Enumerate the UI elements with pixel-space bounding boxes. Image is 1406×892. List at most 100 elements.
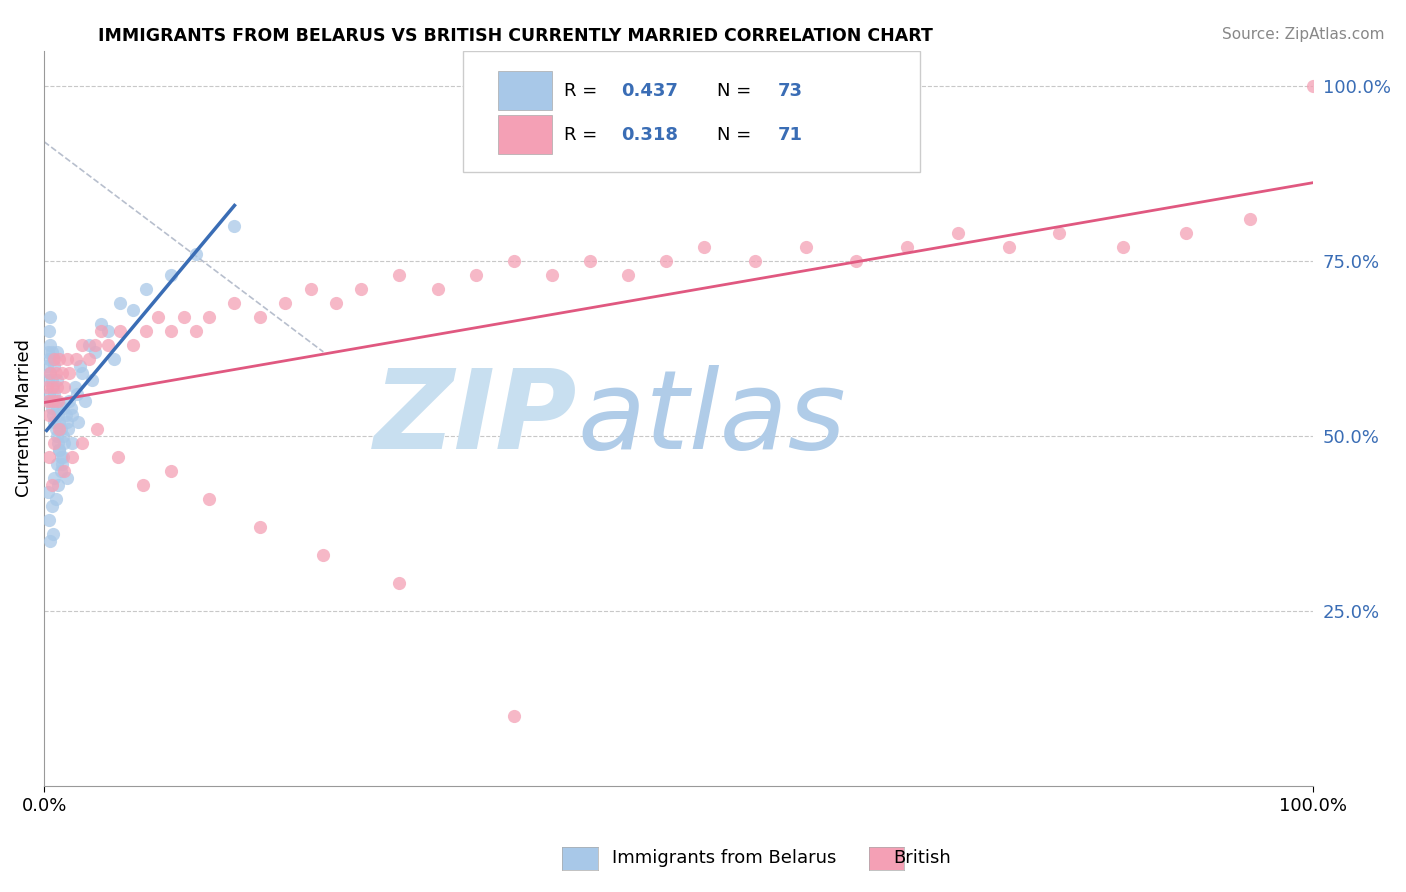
Point: [388, 268, 411, 282]
Point: [58, 366, 80, 380]
Bar: [499, 71, 551, 110]
Point: [42, 351, 65, 366]
Point: [70, 338, 93, 352]
Text: N =: N =: [717, 82, 756, 100]
Point: [299, 282, 322, 296]
Point: [41, 401, 63, 415]
Point: [97, 338, 120, 352]
Point: [90, 317, 112, 331]
Point: [160, 268, 183, 282]
Point: [49, 450, 72, 464]
Point: [56, 351, 79, 366]
Point: [44, 359, 66, 373]
Text: 0.318: 0.318: [621, 127, 679, 145]
Point: [70, 366, 93, 380]
Point: [110, 296, 132, 310]
Point: [39, 533, 62, 548]
Point: [67, 415, 90, 429]
Point: [39, 338, 62, 352]
Bar: [499, 115, 551, 153]
Point: [41, 373, 63, 387]
Point: [224, 296, 246, 310]
Point: [48, 415, 70, 429]
Point: [110, 324, 132, 338]
Point: [53, 464, 76, 478]
Point: [37, 373, 59, 387]
Point: [693, 240, 716, 254]
Point: [48, 351, 70, 366]
Point: [44, 351, 66, 366]
Point: [56, 415, 79, 429]
Point: [107, 450, 129, 464]
Point: [44, 366, 66, 380]
Point: [46, 393, 69, 408]
Point: [39, 393, 62, 408]
Point: [70, 436, 93, 450]
Point: [1049, 226, 1071, 240]
Point: [45, 344, 67, 359]
Text: 0.437: 0.437: [621, 82, 679, 100]
Point: [35, 380, 58, 394]
Point: [83, 338, 105, 352]
Point: [312, 548, 335, 562]
Point: [122, 338, 145, 352]
Point: [1239, 211, 1261, 226]
Point: [132, 478, 155, 492]
Point: [60, 408, 83, 422]
Point: [41, 380, 63, 394]
Point: [122, 302, 145, 317]
Point: [896, 240, 918, 254]
Point: [53, 436, 76, 450]
Point: [44, 422, 66, 436]
Point: [58, 422, 80, 436]
Point: [77, 351, 100, 366]
Point: [464, 268, 486, 282]
Text: 71: 71: [778, 127, 803, 145]
Text: R =: R =: [564, 127, 603, 145]
Point: [49, 464, 72, 478]
Point: [51, 366, 73, 380]
Point: [997, 240, 1019, 254]
Point: [160, 464, 183, 478]
Text: Immigrants from Belarus: Immigrants from Belarus: [612, 849, 837, 867]
Point: [39, 310, 62, 324]
Text: ZIP: ZIP: [374, 365, 576, 472]
Point: [52, 429, 75, 443]
Point: [198, 491, 221, 506]
Text: IMMIGRANTS FROM BELARUS VS BRITISH CURRENTLY MARRIED CORRELATION CHART: IMMIGRANTS FROM BELARUS VS BRITISH CURRE…: [98, 27, 934, 45]
Point: [59, 401, 82, 415]
Point: [42, 408, 65, 422]
Point: [60, 450, 83, 464]
Point: [56, 471, 79, 485]
Point: [388, 576, 411, 591]
Point: [1112, 240, 1135, 254]
Point: [38, 324, 60, 338]
Point: [90, 324, 112, 338]
Point: [946, 226, 969, 240]
Point: [44, 436, 66, 450]
Point: [42, 527, 65, 541]
Point: [274, 296, 297, 310]
Text: R =: R =: [564, 82, 603, 100]
Point: [1302, 78, 1324, 93]
Point: [60, 436, 83, 450]
Point: [52, 450, 75, 464]
Point: [45, 373, 67, 387]
Text: atlas: atlas: [576, 365, 846, 472]
Point: [48, 442, 70, 457]
Text: N =: N =: [717, 127, 756, 145]
Point: [173, 310, 195, 324]
Point: [63, 380, 86, 394]
Point: [224, 219, 246, 233]
Point: [44, 393, 66, 408]
Point: [49, 422, 72, 436]
Point: [845, 253, 868, 268]
Text: Source: ZipAtlas.com: Source: ZipAtlas.com: [1222, 27, 1385, 42]
FancyBboxPatch shape: [463, 51, 920, 172]
Point: [37, 344, 59, 359]
Point: [198, 310, 221, 324]
Point: [82, 373, 104, 387]
Point: [1175, 226, 1198, 240]
Point: [35, 359, 58, 373]
Point: [325, 296, 347, 310]
